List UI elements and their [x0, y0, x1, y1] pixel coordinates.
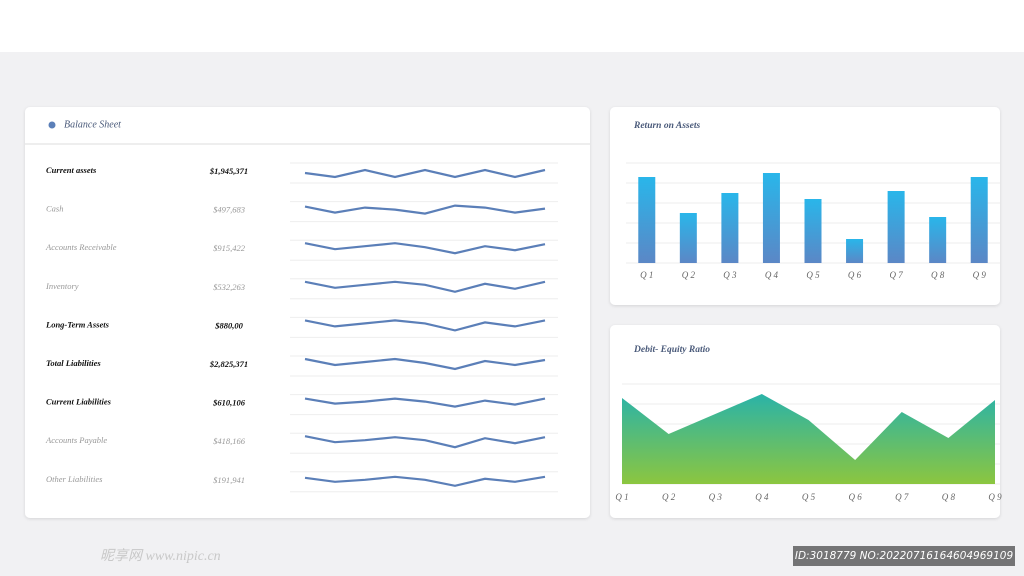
x-tick-label: Q 7: [889, 270, 903, 280]
row-label: Total Liabilities: [46, 358, 101, 368]
row-label: Accounts Receivable: [45, 242, 117, 252]
bar: [638, 177, 656, 263]
x-tick-label: Q 4: [765, 270, 779, 280]
sparkline: [304, 475, 546, 487]
sparkline: [304, 204, 546, 215]
x-tick-label: Q 3: [709, 492, 723, 502]
sparkline: [304, 280, 546, 293]
sparkline: [304, 242, 546, 255]
bar: [721, 193, 739, 263]
title-dot: [48, 121, 56, 129]
row-amount: $610,106: [212, 398, 246, 408]
watermark-box: [793, 546, 1015, 566]
bar: [804, 199, 822, 263]
x-tick-label: Q 3: [723, 270, 737, 280]
bar: [762, 173, 780, 263]
x-tick-label: Q 7: [895, 492, 909, 502]
row-amount: $532,263: [213, 282, 245, 292]
area: [622, 394, 995, 484]
card-title: Return on Assets: [633, 121, 700, 131]
row-amount: $418,166: [213, 436, 246, 446]
card-title: Balance Sheet: [64, 119, 121, 130]
row-label: Inventory: [45, 281, 79, 291]
x-tick-label: Q 9: [973, 270, 987, 280]
x-tick-label: Q 9: [988, 492, 1002, 502]
watermark: ID:3018779 NO:20220716164604969109: [795, 550, 1014, 562]
sparkline: [304, 357, 546, 371]
x-tick-label: Q 6: [848, 270, 862, 280]
x-tick-label: Q 4: [755, 492, 769, 502]
bar: [846, 239, 864, 263]
watermark: 昵享网 www.nipic.cn: [100, 548, 221, 564]
bar: [929, 217, 947, 263]
row-label: Cash: [46, 204, 63, 214]
row-amount: $880,00: [214, 320, 243, 330]
bar: [970, 177, 988, 263]
x-tick-label: Q 1: [640, 270, 653, 280]
row-amount: $915,422: [213, 243, 246, 253]
row-amount: $497,683: [213, 205, 245, 215]
row-amount: $1,945,371: [209, 166, 248, 176]
top-bar: [0, 0, 1024, 52]
bar: [679, 213, 697, 263]
row-label: Accounts Payable: [45, 435, 107, 445]
x-tick-label: Q 5: [806, 270, 820, 280]
row-label: Long-Term Assets: [45, 319, 110, 329]
x-tick-label: Q 2: [662, 492, 676, 502]
sparkline: [304, 435, 546, 449]
sparkline: [304, 397, 546, 408]
row-label: Current Liabilities: [46, 397, 112, 407]
x-tick-label: Q 8: [931, 270, 945, 280]
sparkline: [304, 168, 546, 179]
row-amount: $191,941: [213, 475, 245, 485]
card-title: Debit- Equity Ratio: [633, 345, 710, 355]
row-label: Other Liabilities: [46, 474, 103, 484]
x-tick-label: Q 2: [682, 270, 696, 280]
bar: [887, 191, 905, 263]
x-tick-label: Q 5: [802, 492, 816, 502]
row-label: Current assets: [46, 165, 97, 175]
sparkline: [304, 319, 546, 332]
balance-card: [25, 107, 590, 518]
x-tick-label: Q 8: [942, 492, 956, 502]
x-tick-label: Q 1: [615, 492, 628, 502]
row-amount: $2,825,371: [209, 359, 248, 369]
x-tick-label: Q 6: [849, 492, 863, 502]
